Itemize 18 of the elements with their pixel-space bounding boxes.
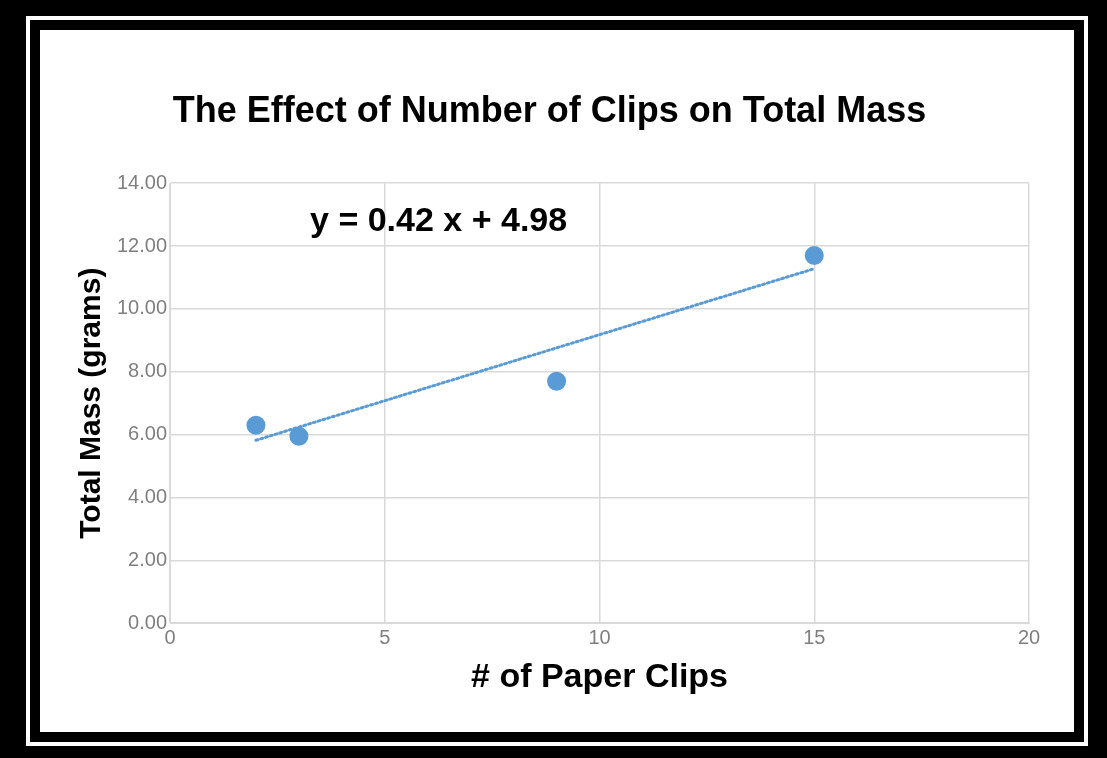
- y-tick-label: 12.00: [116, 233, 168, 256]
- point: [547, 371, 567, 391]
- y-tick-label: 6.00: [128, 422, 168, 445]
- point: [289, 426, 309, 446]
- y-tick-label: 14.00: [116, 170, 168, 193]
- x-tick-label: 10: [588, 625, 611, 648]
- y-axis-title: Total Mass (grams): [73, 267, 107, 539]
- annotation: y = 0.42 x + 4.98: [310, 199, 568, 238]
- y-tick-label: 4.00: [128, 485, 168, 507]
- chart-title: The Effect of Number of Clips on Total Mass: [172, 88, 927, 130]
- y-tick-label: 2.00: [128, 547, 168, 570]
- y-tick-label: 10.00: [116, 296, 168, 319]
- point: [804, 245, 824, 265]
- x-tick-label: 20: [1017, 625, 1041, 648]
- x-tick-label: 5: [379, 625, 391, 648]
- x-tick-label: 15: [803, 625, 826, 648]
- y-tick-label: 8.00: [128, 359, 168, 382]
- point: [246, 415, 266, 435]
